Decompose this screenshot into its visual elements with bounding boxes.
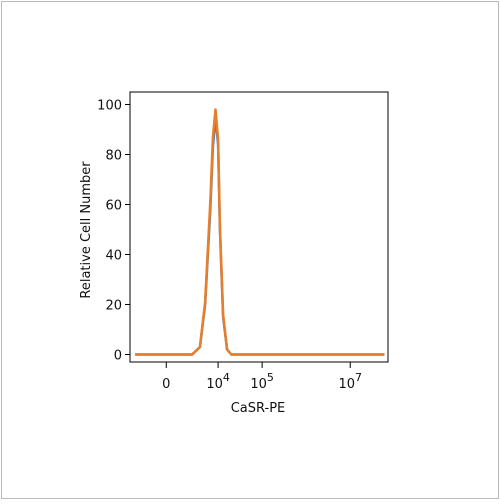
x-tick-exponent: 4 [223, 371, 230, 384]
y-tick-label: 40 [105, 249, 122, 264]
y-tick-label: 20 [105, 299, 122, 314]
x-tick-base: 10 [206, 377, 223, 392]
y-tick-label: 60 [105, 199, 122, 214]
x-tick-label: 105 [250, 371, 274, 392]
x-tick-exponent: 5 [267, 371, 274, 384]
plot-frame [129, 91, 389, 363]
y-tick-label: 100 [97, 99, 122, 114]
x-axis-label: CaSR-PE [231, 401, 286, 416]
y-tick-label: 80 [105, 149, 122, 164]
x-tick-base: 10 [338, 377, 355, 392]
histogram-line [135, 108, 385, 356]
x-tick-label: 104 [206, 371, 230, 392]
y-tick-label: 0 [114, 349, 122, 364]
x-tick-label: 0 [162, 377, 170, 392]
x-tick-label: 107 [338, 371, 362, 392]
histogram-line [135, 115, 385, 356]
x-tick-base: 10 [250, 377, 267, 392]
x-tick-exponent: 7 [355, 371, 362, 384]
y-axis-label: Relative Cell Number [79, 161, 94, 299]
